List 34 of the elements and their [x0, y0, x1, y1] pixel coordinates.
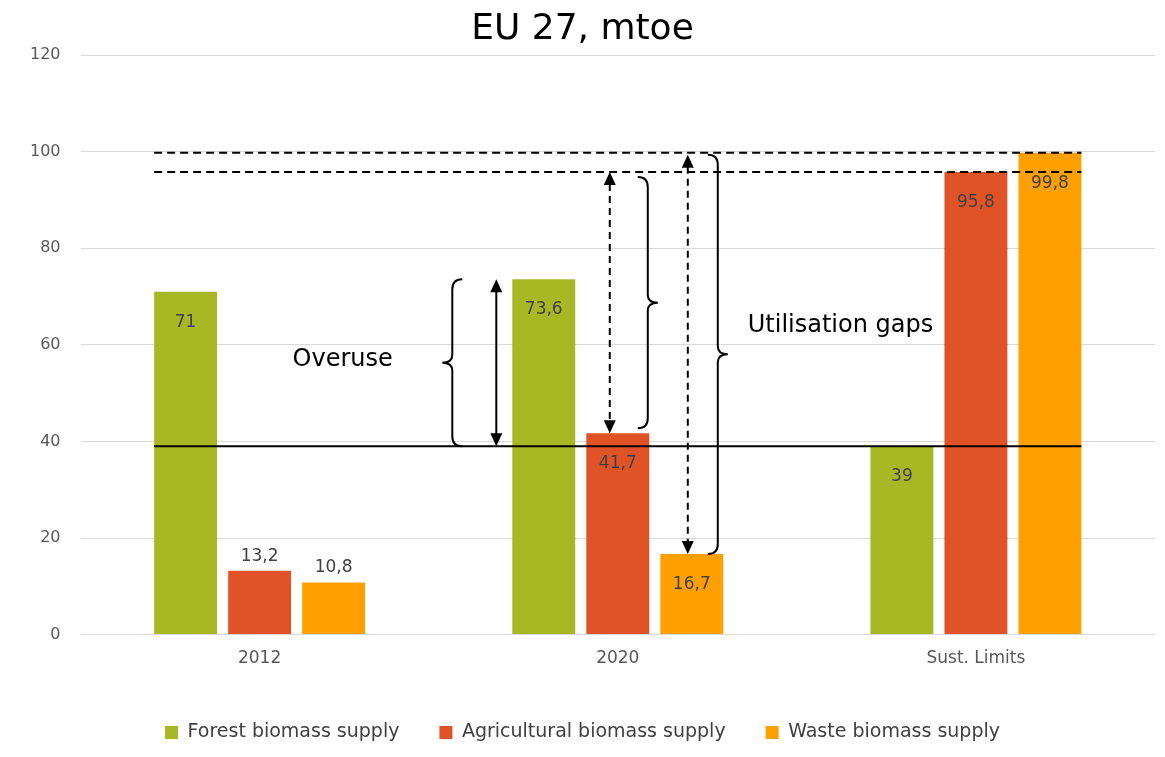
y-tick-label: 0 — [50, 623, 61, 643]
legend-label: Agricultural biomass supply — [461, 719, 726, 742]
bar — [1018, 152, 1082, 635]
y-tick-label: 80 — [40, 237, 61, 257]
y-tick-label: 20 — [40, 527, 61, 547]
x-tick-label: 2020 — [596, 647, 640, 668]
y-tick-label: 40 — [40, 430, 61, 450]
data-label: 41,7 — [598, 452, 637, 473]
chart-title: EU 27, mtoe — [471, 5, 694, 47]
data-label: 95,8 — [956, 190, 995, 211]
data-label: 39 — [891, 465, 913, 486]
bar — [586, 433, 650, 635]
data-label: 10,8 — [314, 556, 353, 577]
annotation: Utilisation gaps — [747, 310, 934, 339]
bar — [944, 172, 1008, 635]
y-tick-label: 60 — [40, 334, 61, 354]
annotation: Overuse — [292, 343, 393, 372]
bar — [512, 279, 576, 635]
bar — [660, 553, 724, 635]
y-tick-label: 120 — [29, 44, 61, 64]
data-label: 13,2 — [240, 544, 279, 565]
data-label: 16,7 — [672, 572, 711, 593]
data-label: 71 — [174, 310, 197, 331]
bar — [870, 446, 934, 635]
legend-label: Forest biomass supply — [187, 719, 400, 742]
legend-label: Waste biomass supply — [788, 719, 1000, 742]
bar — [154, 291, 218, 635]
bar — [228, 570, 292, 635]
data-label: 73,6 — [524, 298, 563, 319]
y-tick-label: 100 — [29, 140, 61, 160]
data-label: 99,8 — [1031, 171, 1069, 192]
bar — [302, 582, 366, 635]
x-tick-label: Sust. Limits — [926, 647, 1026, 668]
x-tick-label: 2012 — [237, 647, 282, 668]
